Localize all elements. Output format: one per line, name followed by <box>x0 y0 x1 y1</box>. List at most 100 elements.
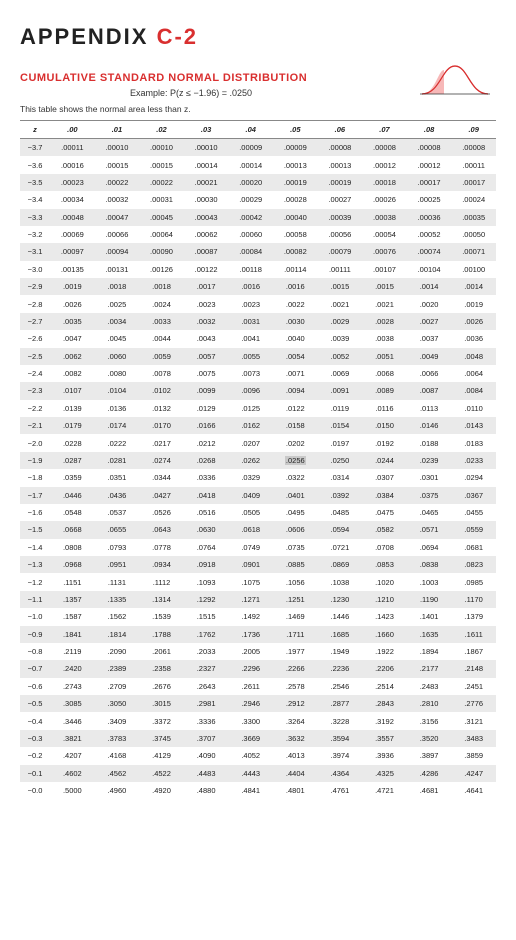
prob-value: .1292 <box>184 591 229 608</box>
prob-value: .00126 <box>139 261 184 278</box>
prob-value: .00107 <box>362 261 407 278</box>
prob-value: .1711 <box>273 626 318 643</box>
prob-value: .1423 <box>362 608 407 625</box>
prob-value: .4207 <box>50 747 95 764</box>
prob-value: .1635 <box>407 626 452 643</box>
prob-value: .4721 <box>362 782 407 799</box>
prob-value: .3228 <box>318 712 363 729</box>
prob-value: .1075 <box>228 573 273 590</box>
prob-value: .0239 <box>407 452 452 469</box>
z-value: −3.0 <box>20 261 50 278</box>
prob-value: .1841 <box>50 626 95 643</box>
prob-value: .0099 <box>184 382 229 399</box>
prob-value: .0202 <box>273 434 318 451</box>
z-value: −2.6 <box>20 330 50 347</box>
prob-value: .2389 <box>95 660 140 677</box>
z-value: −0.6 <box>20 678 50 695</box>
prob-value: .00082 <box>273 243 318 260</box>
prob-value: .0281 <box>95 452 140 469</box>
prob-value: .00054 <box>362 226 407 243</box>
prob-value: .4761 <box>318 782 363 799</box>
prob-value: .0336 <box>184 469 229 486</box>
prob-value: .1357 <box>50 591 95 608</box>
table-row: −0.3.3821.3783.3745.3707.3669.3632.3594.… <box>20 730 496 747</box>
prob-value: .3783 <box>95 730 140 747</box>
prob-value: .0021 <box>362 295 407 312</box>
prob-value: .00023 <box>50 174 95 191</box>
prob-value: .2327 <box>184 660 229 677</box>
prob-value: .00022 <box>139 174 184 191</box>
z-value: −0.2 <box>20 747 50 764</box>
prob-value: .0968 <box>50 556 95 573</box>
prob-value: .0094 <box>273 382 318 399</box>
table-row: −3.5.00023.00022.00022.00021.00020.00019… <box>20 174 496 191</box>
prob-value: .0708 <box>362 539 407 556</box>
prob-value: .0080 <box>95 365 140 382</box>
z-value: −2.3 <box>20 382 50 399</box>
prob-value: .1469 <box>273 608 318 625</box>
prob-value: .0869 <box>318 556 363 573</box>
prob-value: .2420 <box>50 660 95 677</box>
prob-value: .00008 <box>407 139 452 157</box>
prob-value: .3859 <box>451 747 496 764</box>
prob-value: .00029 <box>228 191 273 208</box>
prob-value: .0110 <box>451 400 496 417</box>
prob-value: .1788 <box>139 626 184 643</box>
prob-value: .1401 <box>407 608 452 625</box>
prob-value: .0015 <box>362 278 407 295</box>
prob-value: .00016 <box>50 156 95 173</box>
prob-value: .00066 <box>95 226 140 243</box>
prob-value: .0154 <box>318 417 363 434</box>
prob-value: .0465 <box>407 504 452 521</box>
prob-value: .00012 <box>407 156 452 173</box>
prob-value: .0643 <box>139 521 184 538</box>
prob-value: .0064 <box>451 365 496 382</box>
prob-value: .0559 <box>451 521 496 538</box>
prob-value: .00019 <box>273 174 318 191</box>
prob-value: .1093 <box>184 573 229 590</box>
prob-value: .0018 <box>139 278 184 295</box>
table-row: −2.6.0047.0045.0044.0043.0041.0040.0039.… <box>20 330 496 347</box>
prob-value: .4681 <box>407 782 452 799</box>
prob-value: .00017 <box>407 174 452 191</box>
prob-value: .00031 <box>139 191 184 208</box>
prob-value: .4013 <box>273 747 318 764</box>
prob-value: .0057 <box>184 348 229 365</box>
prob-value: .0256 <box>273 452 318 469</box>
prob-value: .0051 <box>362 348 407 365</box>
prob-value: .00118 <box>228 261 273 278</box>
prob-value: .3409 <box>95 712 140 729</box>
prob-value: .00097 <box>50 243 95 260</box>
prob-value: .00052 <box>407 226 452 243</box>
z-value: −1.1 <box>20 591 50 608</box>
prob-value: .1112 <box>139 573 184 590</box>
prob-value: .00122 <box>184 261 229 278</box>
prob-value: .0582 <box>362 521 407 538</box>
prob-value: .0069 <box>318 365 363 382</box>
prob-value: .0166 <box>184 417 229 434</box>
prob-value: .3974 <box>318 747 363 764</box>
prob-value: .0228 <box>50 434 95 451</box>
prob-value: .00017 <box>451 174 496 191</box>
z-value: −0.7 <box>20 660 50 677</box>
prob-value: .2206 <box>362 660 407 677</box>
prob-value: .2119 <box>50 643 95 660</box>
prob-value: .0087 <box>407 382 452 399</box>
col-header: .07 <box>362 121 407 139</box>
prob-value: .0179 <box>50 417 95 434</box>
prob-value: .0571 <box>407 521 452 538</box>
prob-value: .2743 <box>50 678 95 695</box>
prob-value: .4247 <box>451 765 496 782</box>
prob-value: .0113 <box>407 400 452 417</box>
prob-value: .00014 <box>184 156 229 173</box>
table-row: −2.3.0107.0104.0102.0099.0096.0094.0091.… <box>20 382 496 399</box>
prob-value: .1894 <box>407 643 452 660</box>
prob-value: .4443 <box>228 765 273 782</box>
prob-value: .0043 <box>184 330 229 347</box>
prob-value: .1562 <box>95 608 140 625</box>
prob-value: .1151 <box>50 573 95 590</box>
prob-value: .00074 <box>407 243 452 260</box>
prob-value: .00013 <box>273 156 318 173</box>
prob-value: .0045 <box>95 330 140 347</box>
prob-value: .00060 <box>228 226 273 243</box>
